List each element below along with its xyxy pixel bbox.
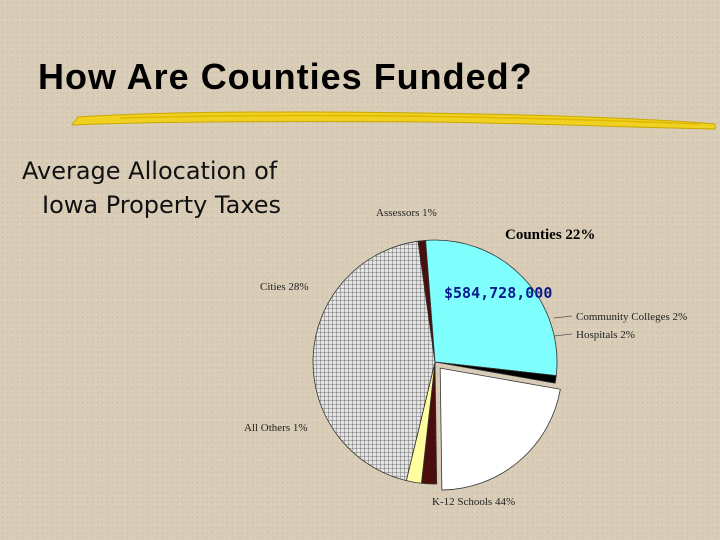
leader-line bbox=[553, 333, 573, 337]
slice-label-all-others: All Others 1% bbox=[244, 422, 308, 434]
pie-slice-k-schools bbox=[312, 240, 436, 482]
counties-amount: $584,728,000 bbox=[444, 284, 552, 302]
subtitle-line-1: Average Allocation of bbox=[22, 157, 278, 185]
slide-subtitle: Average Allocation of Iowa Property Taxe… bbox=[22, 154, 281, 222]
leader-line bbox=[553, 315, 573, 319]
slice-label-community-colleges: Community Colleges 2% bbox=[576, 311, 687, 323]
pie-slice-assessors bbox=[434, 361, 557, 384]
pie-slice-counties bbox=[439, 367, 561, 491]
slice-label-cities: Cities 28% bbox=[260, 281, 309, 293]
slice-label-assessors: Assessors 1% bbox=[376, 207, 437, 219]
slice-label-counties: Counties 22% bbox=[505, 227, 595, 243]
slide-title: How Are Counties Funded? bbox=[38, 56, 533, 97]
slice-label-hospitals: Hospitals 2% bbox=[576, 329, 635, 341]
slice-label-k12-schools: K-12 Schools 44% bbox=[432, 496, 515, 508]
subtitle-line-2: Iowa Property Taxes bbox=[42, 191, 282, 219]
pie-slice-cities bbox=[425, 239, 558, 377]
